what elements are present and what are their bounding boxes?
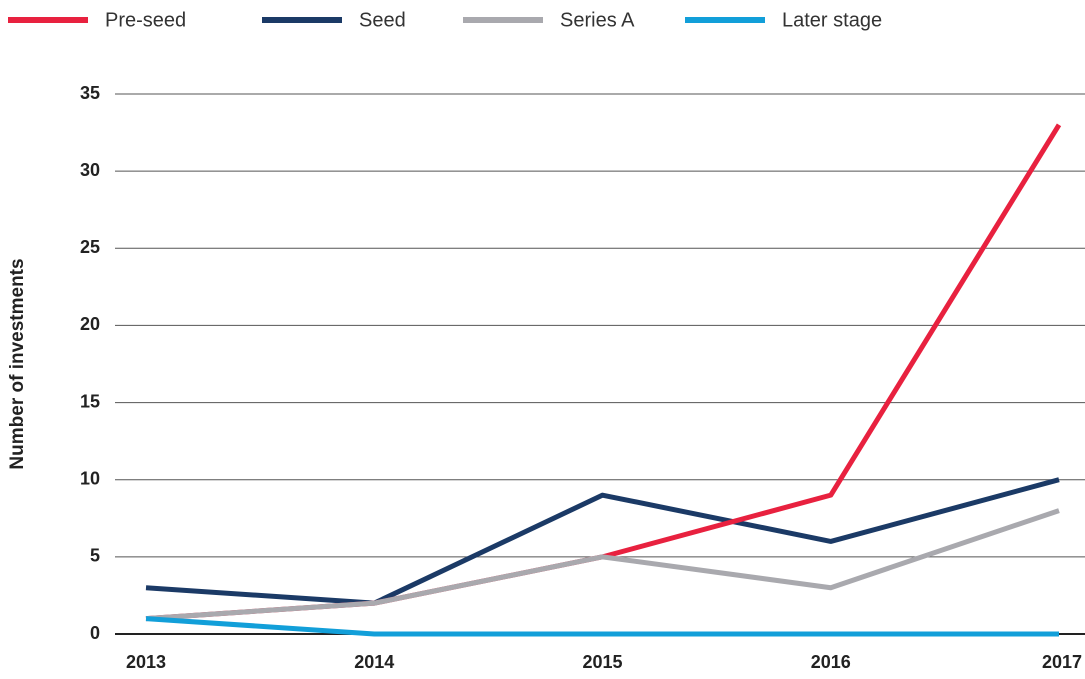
y-tick-label: 25 [80, 237, 100, 257]
y-tick-label: 20 [80, 314, 100, 334]
y-tick-label: 15 [80, 391, 100, 411]
x-tick-label: 2013 [126, 652, 166, 672]
series-line [145, 616, 1059, 637]
y-tick-label: 5 [90, 546, 100, 566]
x-tick-label: 2014 [354, 652, 394, 672]
y-tick-label: 35 [80, 83, 100, 103]
y-axis-label: Number of investments [7, 258, 28, 469]
series-line [145, 477, 1060, 606]
legend-label: Seed [359, 9, 406, 31]
series-line [145, 508, 1060, 622]
series-line [145, 123, 1062, 622]
x-tick-label: 2016 [811, 652, 851, 672]
legend-label: Series A [560, 9, 635, 31]
legend-label: Pre-seed [105, 9, 186, 31]
x-tick-label: 2015 [582, 652, 622, 672]
y-tick-label: 0 [90, 623, 100, 643]
x-tick-label: 2017 [1042, 652, 1082, 672]
y-tick-label: 30 [80, 160, 100, 180]
y-tick-label: 10 [80, 468, 100, 488]
legend-label: Later stage [782, 9, 882, 31]
